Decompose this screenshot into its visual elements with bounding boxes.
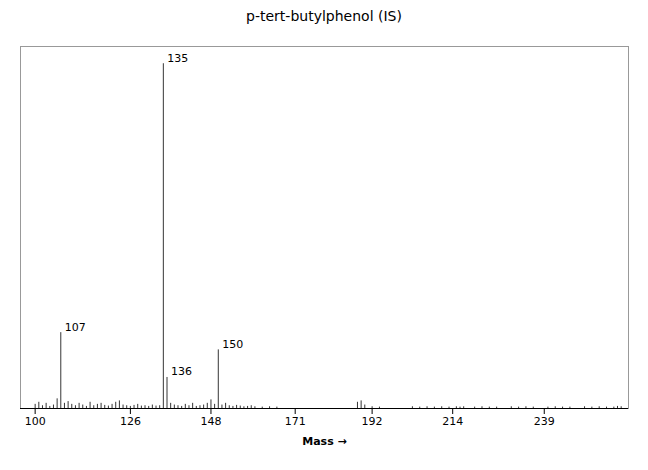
- svg-text:136: 136: [171, 365, 192, 378]
- svg-text:192: 192: [362, 415, 383, 428]
- svg-text:100: 100: [25, 415, 46, 428]
- svg-text:126: 126: [120, 415, 141, 428]
- svg-text:135: 135: [167, 52, 188, 65]
- svg-text:171: 171: [285, 415, 306, 428]
- svg-text:107: 107: [65, 321, 86, 334]
- svg-text:214: 214: [442, 415, 463, 428]
- svg-text:150: 150: [222, 338, 243, 351]
- svg-text:148: 148: [200, 415, 221, 428]
- svg-text:239: 239: [534, 415, 555, 428]
- html-text:p-tert-butylphenol (IS): p-tert-butylphenol (IS): [246, 8, 402, 24]
- svg-text:Mass →: Mass →: [302, 435, 347, 448]
